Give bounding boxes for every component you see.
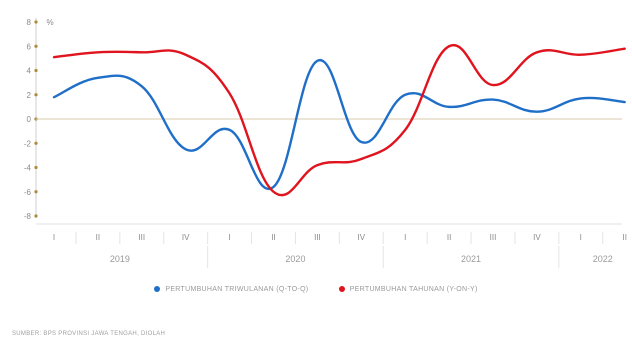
y-tick-mark: [34, 93, 38, 97]
series-line-yoy: [52, 43, 626, 197]
x-year-label: 2019: [110, 254, 130, 264]
y-tick-mark: [34, 20, 38, 24]
x-tick-label: IV: [533, 233, 541, 242]
x-tick-label: II: [271, 233, 275, 242]
x-tick-label: III: [490, 233, 497, 242]
y-tick-label: 6: [27, 42, 32, 51]
source-note: SUMBER: BPS PROVINSI JAWA TENGAH, DIOLAH: [12, 331, 166, 337]
x-tick-label: I: [580, 233, 582, 242]
legend-label-yoy: PERTUMBUHAN TAHUNAN (Y-ON-Y): [349, 286, 478, 293]
x-tick-label: III: [138, 233, 145, 242]
y-tick-label: 0: [27, 115, 32, 124]
y-tick-label: 4: [27, 67, 32, 76]
y-tick-label: -4: [24, 164, 32, 173]
legend-item-yoy: PERTUMBUHAN TAHUNAN (Y-ON-Y): [338, 286, 478, 293]
y-tick-mark: [34, 141, 38, 145]
x-tick-label: I: [53, 233, 55, 242]
y-tick-mark: [34, 68, 38, 73]
x-tick-label: IV: [358, 233, 366, 242]
y-tick-label: -2: [24, 139, 32, 148]
x-tick-label: II: [96, 233, 100, 242]
x-tick-label: II: [447, 233, 451, 242]
legend-dot-qtq-icon: [154, 286, 161, 293]
x-tick-label: I: [228, 233, 230, 242]
legend: PERTUMBUHAN TRIWULANAN (Q-TO-Q) PERTUMBU…: [0, 286, 632, 293]
legend-label-qtq: PERTUMBUHAN TRIWULANAN (Q-TO-Q): [165, 286, 309, 293]
x-tick-label: III: [314, 233, 321, 242]
legend-dot-yoy-icon: [338, 286, 345, 293]
y-tick-label: -6: [24, 188, 32, 197]
y-axis-label: %: [46, 18, 53, 27]
x-tick-label: II: [622, 233, 626, 242]
x-year-label: 2021: [461, 254, 481, 264]
y-tick-label: 2: [27, 91, 32, 100]
x-tick-label: IV: [182, 233, 190, 242]
legend-item-qtq: PERTUMBUHAN TRIWULANAN (Q-TO-Q): [154, 286, 308, 293]
y-tick-mark: [34, 214, 38, 218]
x-tick-label: I: [404, 233, 406, 242]
y-tick-mark: [34, 44, 38, 48]
series-line-qtq: [52, 59, 626, 191]
x-year-label: 2020: [285, 254, 305, 264]
y-tick-label: 8: [27, 18, 32, 27]
y-tick-label: -8: [24, 212, 32, 221]
x-year-label: 2022: [593, 254, 613, 264]
y-tick-mark: [34, 190, 38, 194]
y-tick-mark: [34, 165, 38, 170]
